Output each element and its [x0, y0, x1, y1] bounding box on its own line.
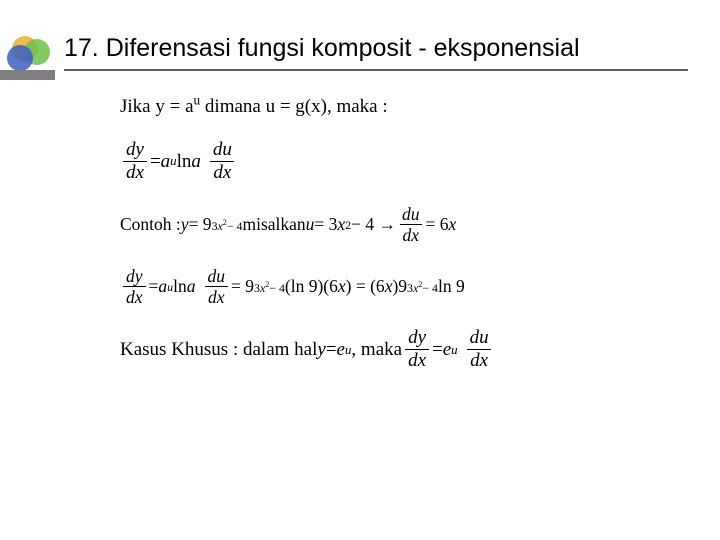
- du-text: du: [213, 139, 232, 160]
- ex-eq1: = 9: [189, 216, 212, 234]
- frac-dy-dx: dy dx: [123, 140, 147, 183]
- ex-du: du: [402, 204, 420, 224]
- ex-x: x: [337, 216, 345, 234]
- dy-text: dy: [126, 139, 144, 160]
- d-x2: x: [385, 278, 393, 296]
- d-frac1: dy dx: [123, 267, 146, 307]
- slide-header: 17. Diferensasi fungsi komposit - ekspon…: [64, 34, 688, 71]
- sp-seg1: Kasus Khusus : dalam hal y = eu , maka: [120, 340, 402, 359]
- sp-dx2: dx: [470, 350, 488, 371]
- ex-eq2: = 3: [314, 216, 337, 234]
- d-epost2: − 4: [422, 281, 438, 295]
- d-close2: )9: [392, 278, 407, 296]
- intro-line: Jika y = au dimana u = g(x), maka :: [120, 96, 680, 118]
- sp-e2: e: [443, 340, 451, 359]
- rule-rhs: = au ln a: [150, 152, 201, 171]
- slide-title-text: Diferensasi fungsi komposit - eksponensi…: [106, 34, 580, 62]
- sp-e: e: [337, 340, 345, 359]
- slide-title: 17. Diferensasi fungsi komposit - ekspon…: [64, 34, 688, 71]
- ex-y: y: [181, 216, 189, 234]
- sp-y: y: [317, 340, 325, 359]
- dx-text: dx: [126, 162, 144, 183]
- d-eq2: = 9: [231, 278, 254, 296]
- sp-dy: dy: [408, 327, 426, 348]
- ex-frac-du-dx: du dx: [399, 205, 423, 245]
- slide-content: Jika y = au dimana u = g(x), maka : dy d…: [120, 96, 680, 393]
- d-close: ) = (6: [346, 278, 385, 296]
- sp-frac2: du dx: [467, 328, 492, 371]
- sp-label: Kasus Khusus : dalam hal: [120, 340, 317, 359]
- d-ln9: (ln 9)(6: [285, 278, 338, 296]
- d-x1: x: [338, 278, 346, 296]
- ex-e3: − 4: [227, 219, 243, 233]
- ex-mis: misalkan: [242, 216, 305, 234]
- intro-post: dimana u = g(x), maka :: [200, 96, 387, 117]
- slide-logo: [0, 34, 62, 82]
- ln-text: ln: [177, 152, 192, 171]
- ex-arrow: − 4 →: [351, 216, 396, 234]
- d-ln: ln: [173, 278, 187, 296]
- sp-dx: dx: [408, 350, 426, 371]
- slide-number: 17.: [64, 34, 99, 62]
- example-line: Contoh : y = 93x2− 4 misalkan u = 3x2 − …: [120, 205, 680, 245]
- d-dx2: dx: [208, 287, 225, 307]
- d-du: du: [207, 266, 225, 286]
- d-finln: ln 9: [438, 278, 465, 296]
- d-seg1: = au ln a: [149, 278, 196, 296]
- d-a2: a: [187, 278, 196, 296]
- d-seg2: = 93x2− 4 (ln 9)(6x) = (6x)93x2− 4 ln 9: [231, 278, 465, 296]
- intro-pre: Jika y = a: [120, 96, 194, 117]
- sp-seg2: = eu: [432, 340, 458, 359]
- derivative-line: dy dx = au ln a du dx = 93x2− 4 (ln 9)(6…: [120, 267, 680, 307]
- base-a: a: [161, 152, 171, 171]
- sp-frac1: dy dx: [405, 328, 429, 371]
- sp-eq: =: [326, 340, 337, 359]
- d-dy: dy: [126, 266, 143, 286]
- frac-du-dx: du dx: [210, 140, 235, 183]
- ex-eq3: = 6: [426, 216, 449, 234]
- sp-eq2: =: [432, 340, 443, 359]
- example-seg1: Contoh : y = 93x2− 4 misalkan u = 3x2 − …: [120, 216, 396, 234]
- contoh-label: Contoh :: [120, 216, 181, 234]
- ln-a: a: [191, 152, 201, 171]
- d-epost: − 4: [269, 281, 285, 295]
- sp-maka: , maka: [351, 340, 402, 359]
- sp-du: du: [470, 327, 489, 348]
- d-a: a: [158, 278, 167, 296]
- sp-u2: u: [451, 342, 457, 357]
- general-rule: dy dx = au ln a du dx: [120, 140, 680, 183]
- ex-result: = 6x: [426, 216, 457, 234]
- dx-text-2: dx: [213, 162, 231, 183]
- eq-sign: =: [150, 152, 161, 171]
- d-eq: =: [149, 278, 159, 296]
- special-case-line: Kasus Khusus : dalam hal y = eu , maka d…: [120, 328, 680, 371]
- ex-u: u: [306, 216, 315, 234]
- ex-6x: x: [449, 216, 457, 234]
- d-frac2: du dx: [204, 267, 228, 307]
- ex-dx: dx: [403, 225, 420, 245]
- d-dx: dx: [126, 287, 143, 307]
